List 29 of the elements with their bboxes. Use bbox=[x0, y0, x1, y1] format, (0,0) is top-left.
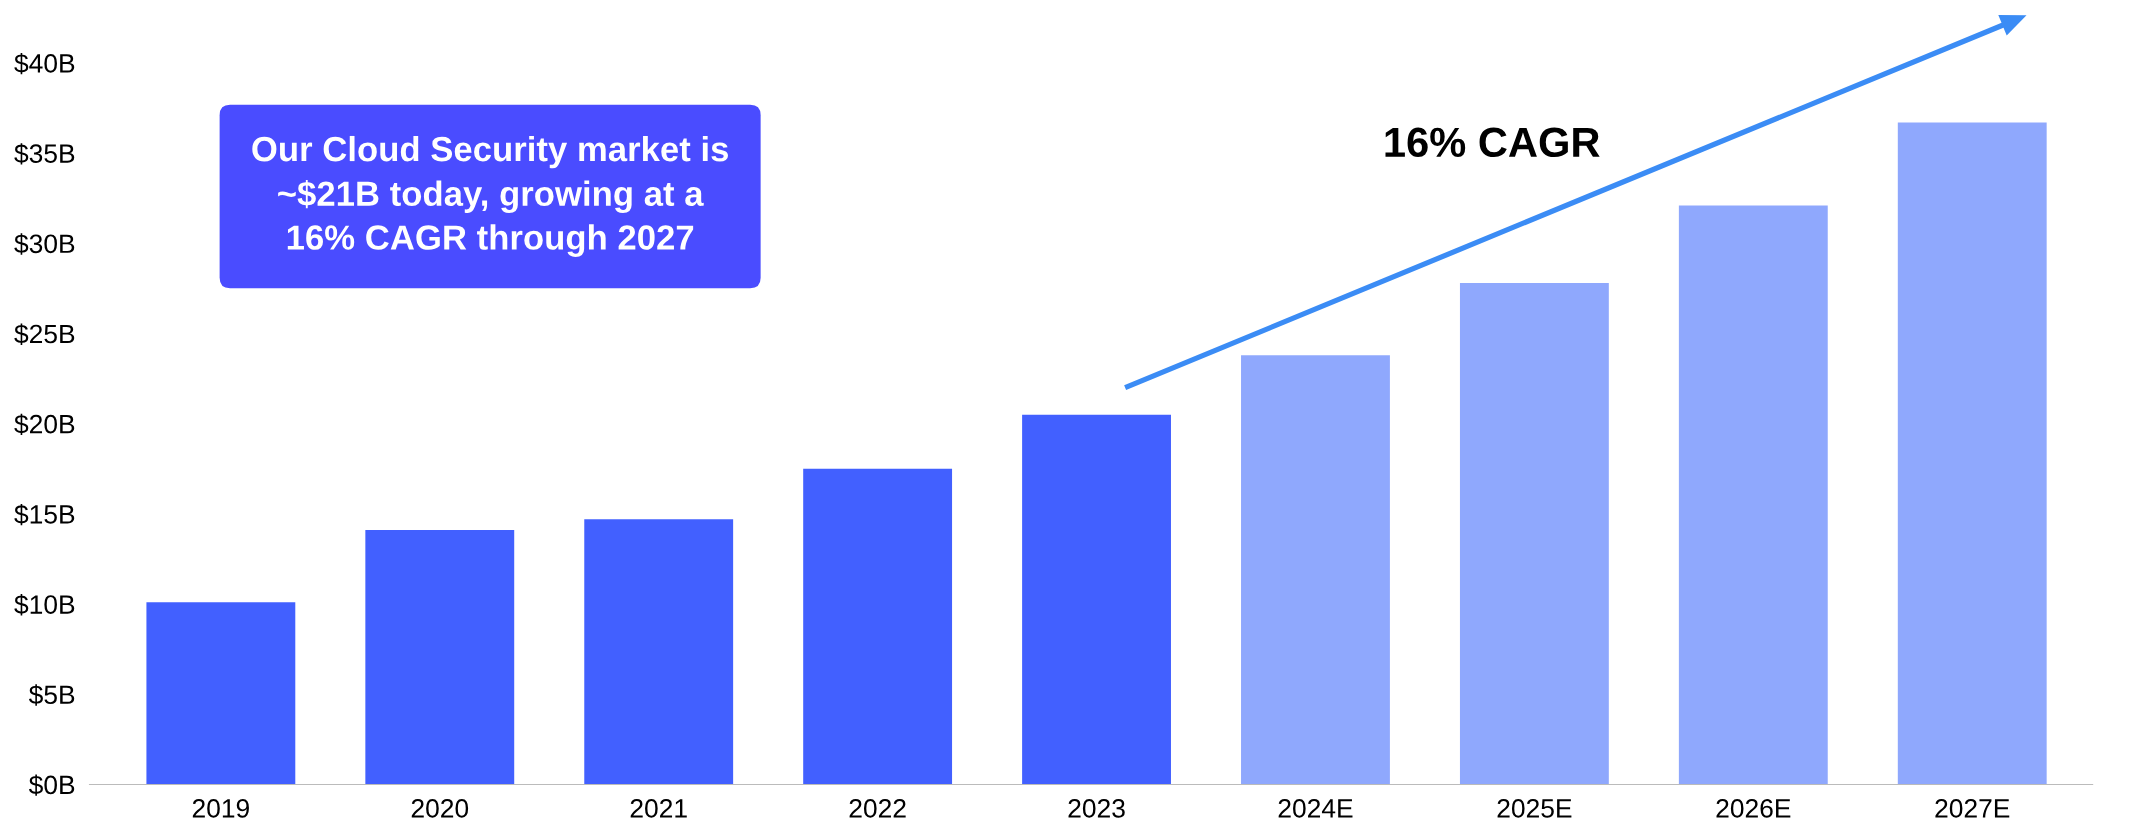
bar bbox=[1678, 205, 1828, 785]
y-tick-label: $20B bbox=[14, 413, 75, 436]
x-tick-label: 2021 bbox=[630, 799, 687, 818]
x-tick-label: 2019 bbox=[192, 799, 249, 818]
y-tick-label: $40B bbox=[14, 52, 75, 75]
x-tick-label: 2020 bbox=[411, 799, 469, 818]
bar bbox=[584, 519, 734, 785]
annotation: 16% CAGR bbox=[1385, 127, 1600, 158]
x-tick-label: 2027E bbox=[1935, 799, 2010, 818]
x-tick-label: 2026E bbox=[1716, 799, 1791, 818]
x-tick-label: 2022 bbox=[849, 799, 906, 818]
bar bbox=[1022, 414, 1171, 785]
y-tick-label: $35B bbox=[14, 143, 75, 165]
bar bbox=[803, 468, 953, 785]
bar bbox=[1459, 282, 1609, 785]
y-tick-label: $0B bbox=[28, 774, 75, 796]
x-tick-label: 2023 bbox=[1068, 799, 1125, 818]
y-tick-label: $5B bbox=[28, 684, 75, 706]
y-tick-label: $15B bbox=[14, 503, 75, 526]
bar bbox=[1241, 355, 1390, 785]
bar bbox=[1897, 122, 2047, 785]
annotation: Our Cloud Security market is ~$21B today, growing at a 16% CAGR through 2027 bbox=[252, 135, 728, 257]
y-tick-label: $25B bbox=[14, 323, 75, 345]
bar bbox=[146, 602, 296, 785]
x-tick-label: 2024E bbox=[1278, 799, 1353, 818]
x-tick-label: 2025E bbox=[1497, 799, 1572, 818]
y-tick-label: $30B bbox=[14, 233, 75, 255]
bar bbox=[365, 530, 515, 785]
y-tick-label: $10B bbox=[14, 594, 75, 616]
